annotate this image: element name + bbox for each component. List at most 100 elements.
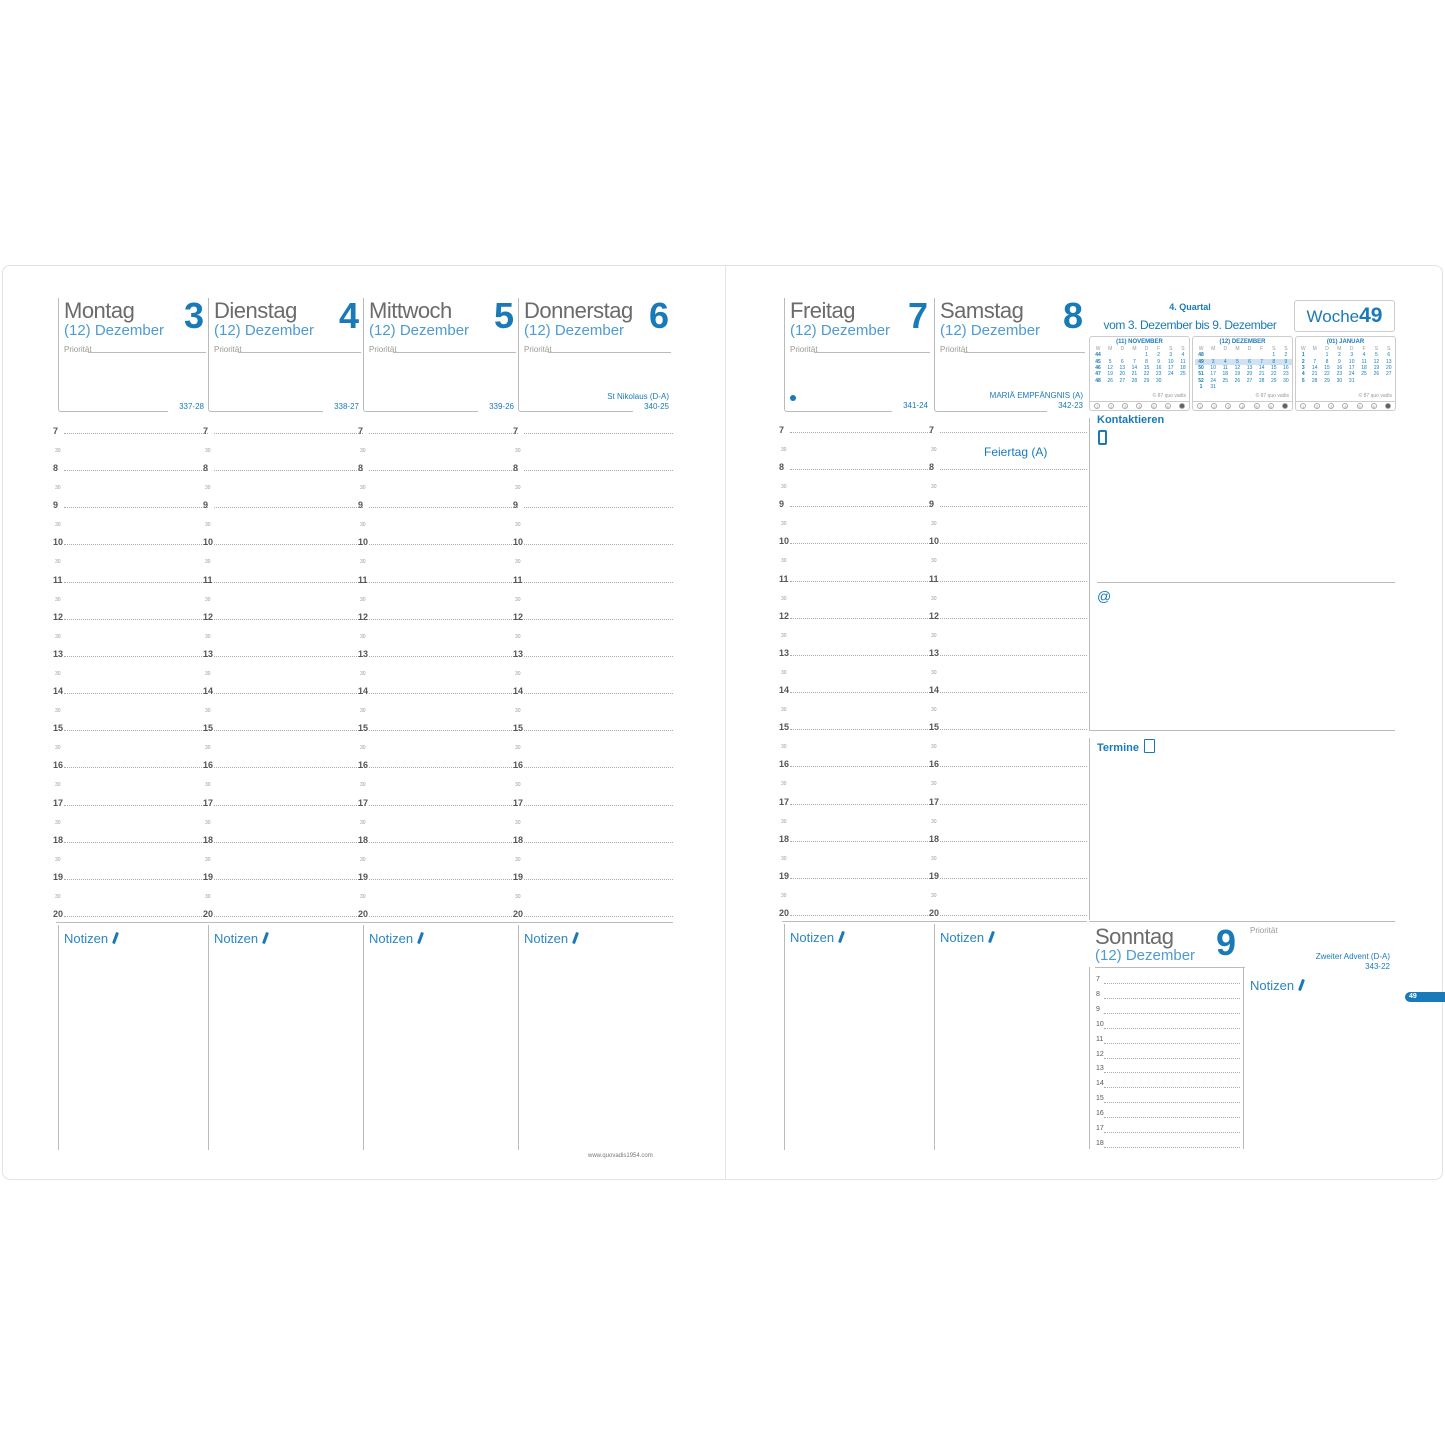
sunday-hour-line[interactable] (1104, 1027, 1240, 1029)
calendar-day[interactable]: 7 (1313, 358, 1317, 365)
hour-line[interactable] (369, 915, 518, 917)
calendar-day[interactable]: 8 (1325, 358, 1329, 365)
hour-line[interactable] (790, 654, 932, 656)
calendar-day[interactable]: 18 (1361, 365, 1367, 372)
hour-line[interactable] (524, 841, 673, 843)
calendar-day[interactable]: 25 (1222, 377, 1229, 384)
hour-line[interactable] (940, 692, 1087, 694)
hour-line[interactable] (940, 654, 1087, 656)
hour-line[interactable] (940, 803, 1087, 805)
hour-line[interactable] (369, 470, 518, 472)
hour-line[interactable] (64, 470, 208, 472)
calendar-day[interactable]: 28 (1311, 377, 1318, 384)
hour-line[interactable] (790, 580, 932, 582)
calendar-day[interactable]: 13 (1386, 358, 1392, 365)
calendar-day[interactable]: 25 (1180, 371, 1186, 378)
calendar-day[interactable]: 3 (1350, 352, 1354, 359)
calendar-day[interactable]: 31 (1348, 377, 1355, 384)
calendar-day[interactable]: 18 (1222, 371, 1229, 378)
calendar-day[interactable]: 1 (1272, 352, 1276, 359)
notes-label[interactable]: Notizen (64, 931, 120, 946)
hour-line[interactable] (524, 878, 673, 880)
calendar-day[interactable]: 19 (1234, 371, 1241, 378)
calendar-day[interactable]: 12 (1373, 358, 1380, 365)
calendar-day[interactable]: 31 (1210, 383, 1216, 390)
hour-line[interactable] (790, 469, 932, 471)
sunday-hour-line[interactable] (1104, 997, 1240, 999)
calendar-day[interactable]: 19 (1107, 371, 1113, 378)
hour-line[interactable] (524, 470, 673, 472)
sunday-hour-line[interactable] (1104, 1102, 1240, 1104)
hour-line[interactable] (524, 544, 673, 546)
calendar-day[interactable]: 17 (1168, 365, 1174, 372)
notes-label[interactable]: Notizen (790, 930, 846, 945)
calendar-day[interactable]: 15 (1143, 365, 1150, 372)
hour-line[interactable] (790, 506, 932, 508)
calendar-day[interactable]: 12 (1107, 365, 1113, 372)
hour-line[interactable] (524, 915, 673, 917)
calendar-day[interactable] (1370, 377, 1382, 383)
calendar-day[interactable]: 16 (1336, 365, 1343, 372)
hour-line[interactable] (940, 469, 1087, 471)
calendar-day[interactable]: 21 (1131, 371, 1138, 378)
hour-line[interactable] (940, 506, 1087, 508)
hour-line[interactable] (524, 507, 673, 509)
calendar-day[interactable]: 5 (1231, 358, 1244, 365)
calendar-day[interactable]: 15 (1271, 365, 1277, 372)
calendar-day[interactable]: 2 (1284, 352, 1288, 359)
calendar-day[interactable]: 13 (1119, 365, 1126, 372)
notes-label[interactable]: Notizen (940, 930, 996, 945)
calendar-day[interactable]: 6 (1120, 358, 1124, 365)
calendar-day[interactable]: 5 (1108, 358, 1112, 365)
hour-line[interactable] (790, 840, 932, 842)
hour-line[interactable] (64, 618, 208, 620)
hour-line[interactable] (64, 655, 208, 657)
calendar-day[interactable]: 16 (1283, 365, 1289, 372)
hour-line[interactable] (524, 618, 673, 620)
hour-line[interactable] (790, 914, 932, 916)
calendar-day[interactable]: 24 (1210, 377, 1216, 384)
calendar-day[interactable]: 9 (1157, 358, 1161, 365)
sunday-hour-line[interactable] (1104, 1132, 1240, 1133)
calendar-day[interactable]: 30 (1336, 377, 1343, 384)
calendar-day[interactable]: 10 (1168, 358, 1174, 365)
hour-line[interactable] (940, 840, 1087, 842)
calendar-day[interactable] (1256, 384, 1268, 390)
calendar-day[interactable]: 15 (1324, 365, 1330, 372)
hour-line[interactable] (790, 432, 932, 433)
calendar-day[interactable]: 26 (1373, 371, 1380, 378)
calendar-day[interactable]: 20 (1119, 371, 1126, 378)
calendar-day[interactable]: 23 (1283, 371, 1289, 378)
calendar-day[interactable]: 2 (1157, 352, 1161, 359)
sunday-hour-line[interactable] (1104, 1012, 1240, 1014)
hour-line[interactable] (64, 433, 208, 434)
calendar-day[interactable]: 29 (1271, 377, 1277, 384)
hour-line[interactable] (524, 730, 673, 732)
hour-line[interactable] (369, 767, 518, 769)
hour-line[interactable] (64, 581, 208, 583)
hour-line[interactable] (790, 543, 932, 545)
hour-line[interactable] (790, 729, 932, 731)
hour-line[interactable] (524, 804, 673, 806)
calendar-day[interactable]: 22 (1271, 371, 1277, 378)
calendar-day[interactable]: 5 (1375, 352, 1378, 359)
hour-line[interactable] (214, 655, 363, 657)
calendar-day[interactable]: 17 (1210, 371, 1216, 378)
hour-line[interactable] (64, 693, 208, 695)
hour-line[interactable] (214, 693, 363, 695)
hour-line[interactable] (214, 433, 363, 434)
calendar-day[interactable]: 24 (1348, 371, 1355, 378)
hour-line[interactable] (64, 544, 208, 546)
calendar-day[interactable]: 17 (1348, 365, 1355, 372)
calendar-day[interactable]: 9 (1337, 358, 1341, 365)
calendar-day[interactable]: 12 (1234, 365, 1241, 372)
calendar-day[interactable]: 28 (1258, 377, 1265, 384)
calendar-day[interactable]: 11 (1180, 358, 1186, 365)
hour-line[interactable] (790, 692, 932, 694)
calendar-day[interactable] (1383, 377, 1395, 383)
hour-line[interactable] (790, 877, 932, 879)
hour-line[interactable] (369, 433, 518, 434)
notes-label[interactable]: Notizen (369, 931, 425, 946)
hour-line[interactable] (524, 693, 673, 695)
calendar-day[interactable]: 16 (1155, 365, 1162, 372)
